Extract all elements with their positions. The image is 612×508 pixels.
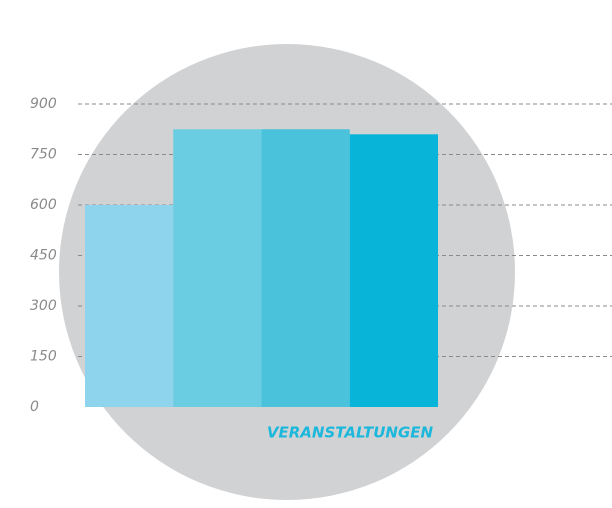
bar	[349, 134, 438, 408]
x-axis-label: VERANSTALTUNGEN	[267, 424, 434, 442]
bar	[261, 129, 350, 407]
y-tick-label: 0	[30, 399, 39, 415]
bar	[173, 129, 262, 407]
y-tick-label: 900	[30, 96, 57, 112]
y-tick-label: 300	[30, 298, 57, 314]
bars	[85, 129, 438, 408]
bar	[85, 205, 174, 407]
y-tick-label: 150	[30, 349, 57, 365]
y-tick-label: 600	[30, 197, 57, 213]
y-tick-label: 450	[30, 248, 57, 264]
y-tick-label: 750	[30, 147, 57, 163]
